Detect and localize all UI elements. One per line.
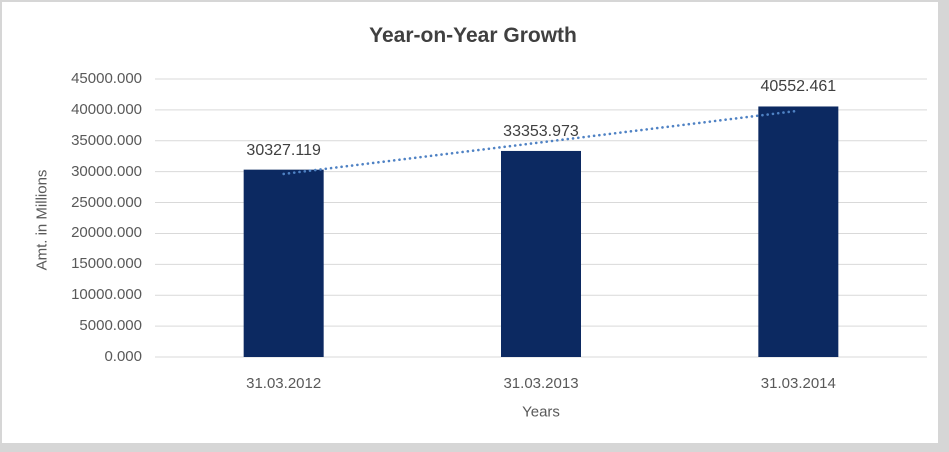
chart-title[interactable]: Year-on-Year Growth [369, 24, 577, 47]
y-axis-tick-label[interactable]: 10000.000 [71, 286, 142, 304]
data-label[interactable]: 33353.973 [503, 122, 579, 140]
y-axis-tick-label[interactable]: 25000.000 [71, 193, 142, 211]
y-axis-tick-label[interactable]: 20000.000 [71, 224, 142, 242]
trendline[interactable] [282, 109, 800, 176]
data-label[interactable]: 40552.461 [760, 78, 837, 96]
x-axis-tick-label[interactable]: 31.03.2013 [503, 375, 579, 392]
y-axis-tick-label[interactable]: 30000.000 [71, 162, 142, 180]
bar-31.03.2014[interactable] [758, 106, 839, 357]
x-axis-tick-label[interactable]: 31.03.2012 [246, 375, 322, 392]
bar-31.03.2013[interactable] [501, 150, 581, 357]
y-axis-tick-label[interactable]: 45000.000 [71, 70, 142, 87]
y-axis-tick-label[interactable]: 0.000 [104, 348, 142, 365]
data-label[interactable]: 30327.119 [246, 141, 321, 159]
x-axis-title[interactable]: Years [522, 403, 560, 421]
bar-31.03.2012[interactable] [243, 169, 324, 357]
y-axis-tick-label[interactable]: 15000.000 [71, 255, 142, 273]
y-axis-tick-label[interactable]: 5000.000 [79, 317, 142, 335]
y-axis-tick-label[interactable]: 40000.000 [71, 100, 142, 118]
x-axis-tick-label[interactable]: 31.03.2014 [760, 375, 836, 392]
y-axis-tick-label[interactable]: 35000.000 [71, 131, 142, 149]
